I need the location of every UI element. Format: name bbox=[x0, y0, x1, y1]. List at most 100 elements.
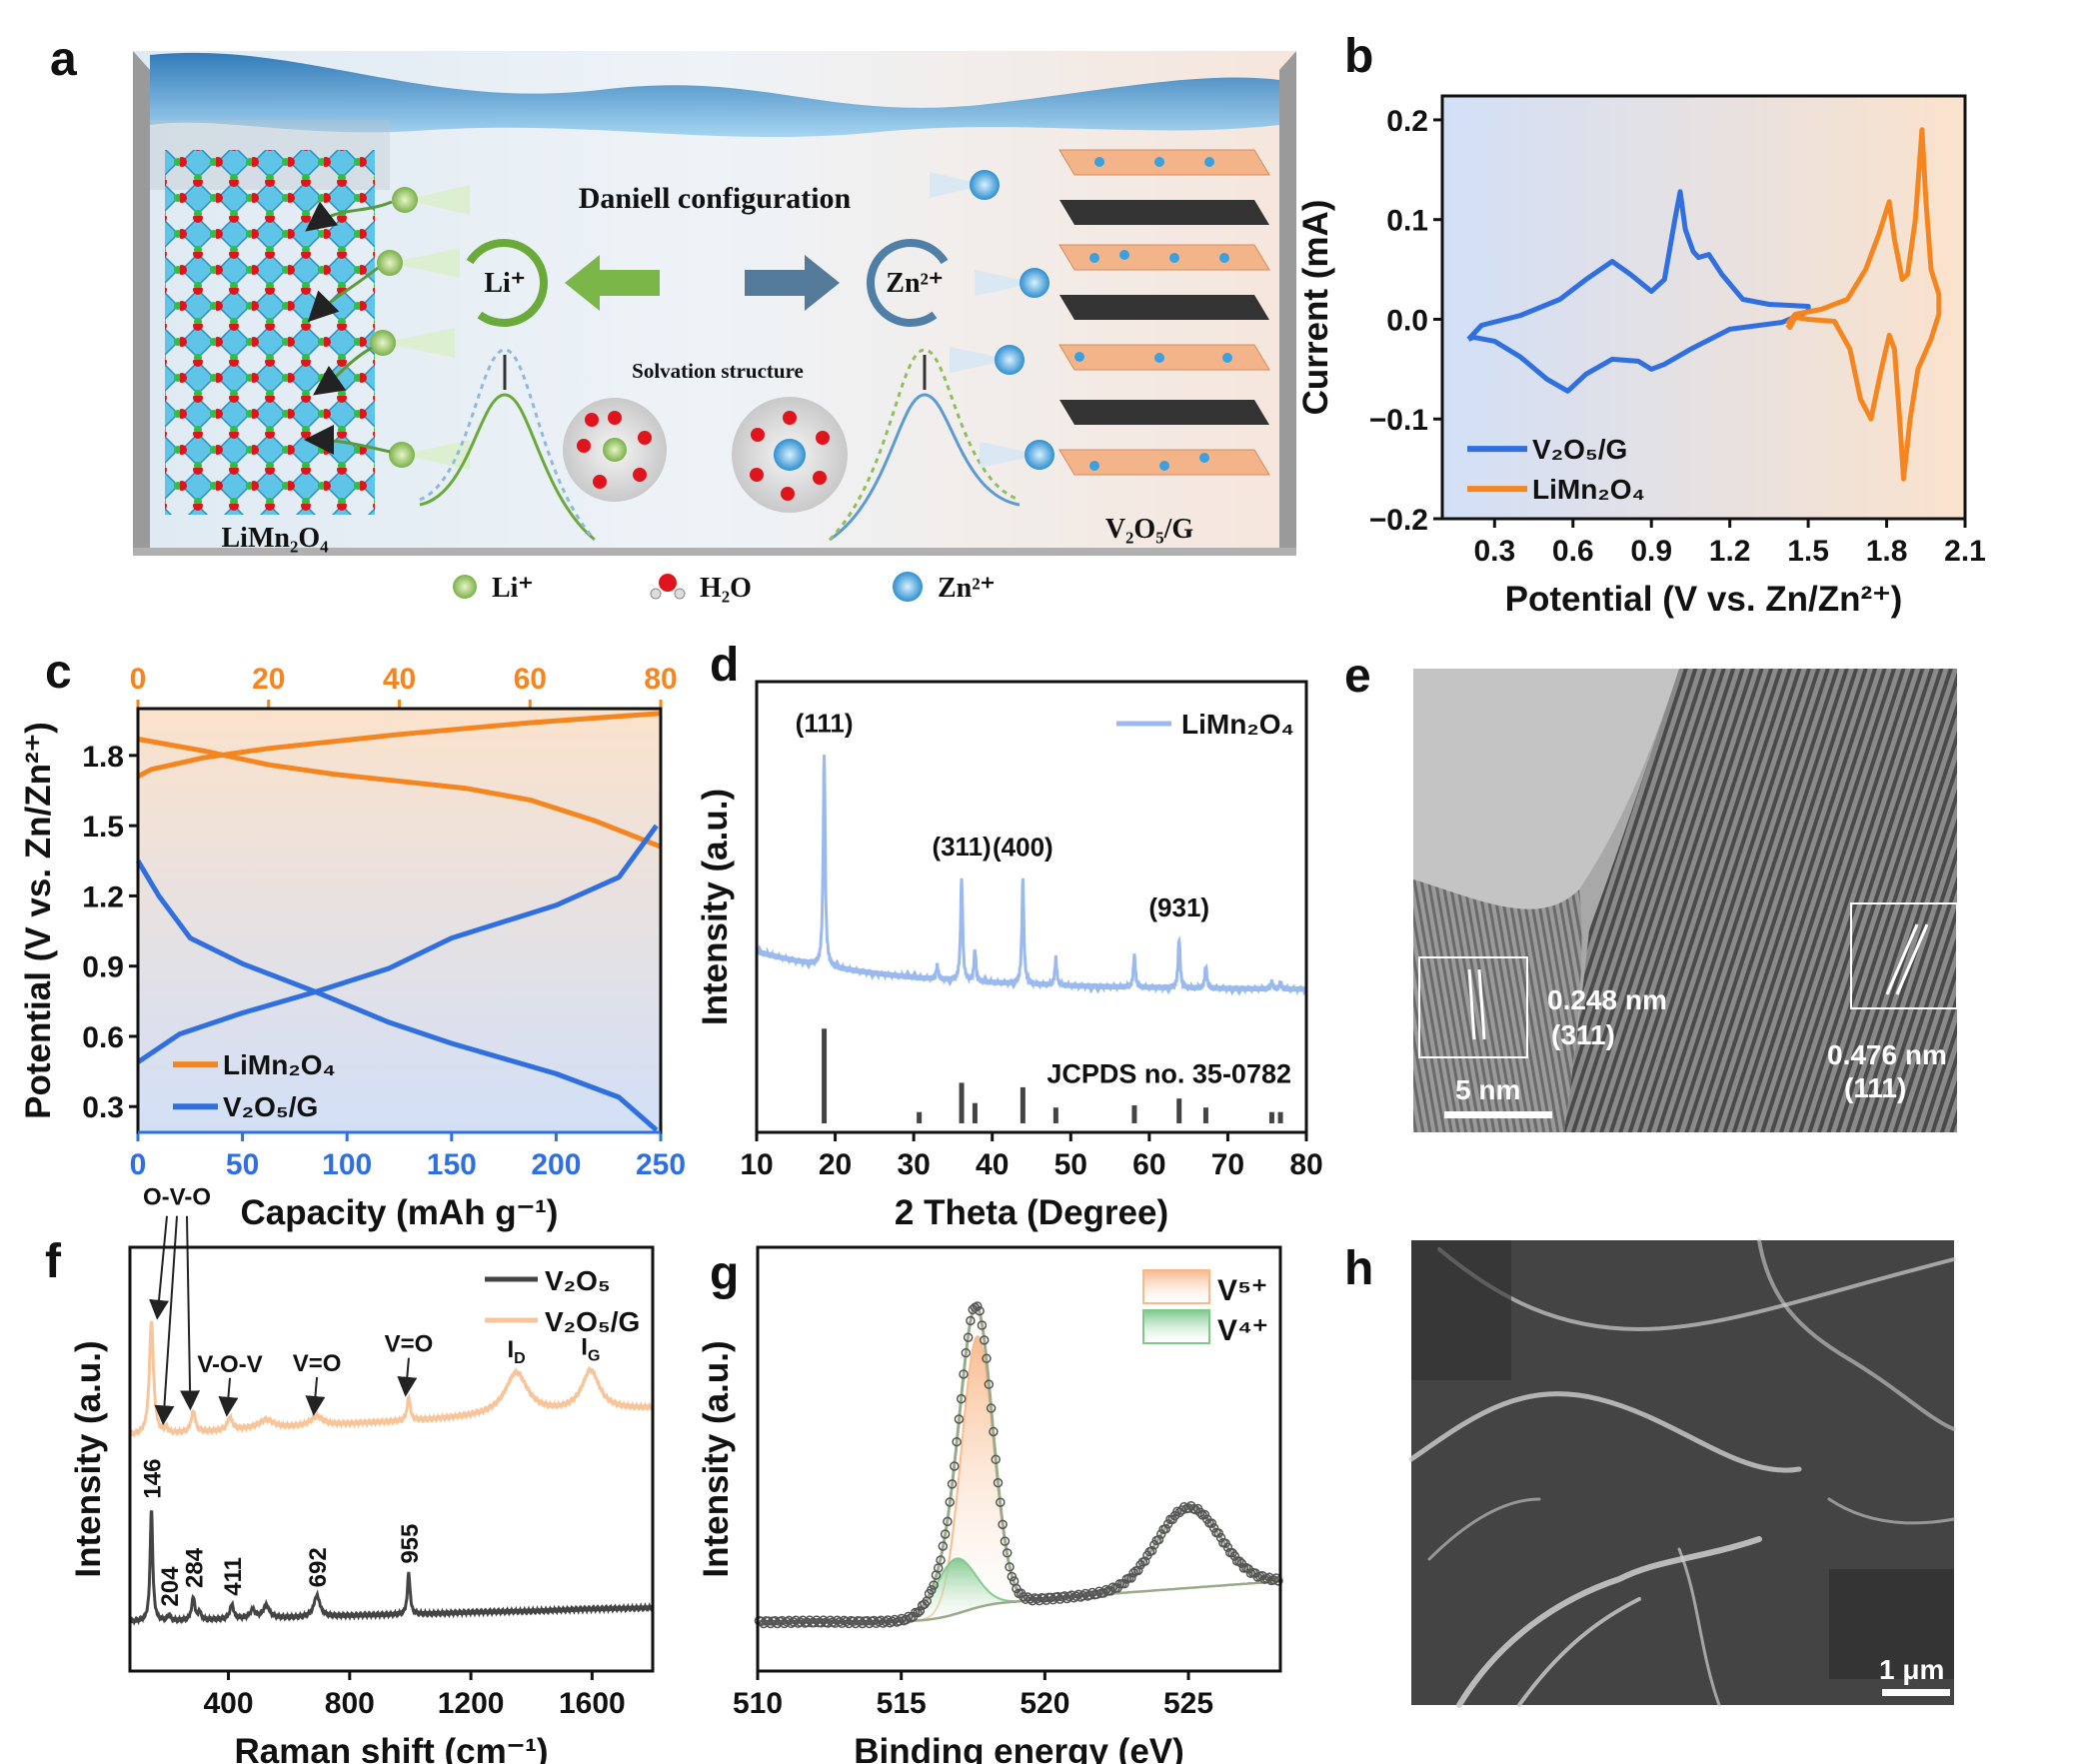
zn-ion-sphere bbox=[995, 345, 1025, 375]
y-axis-title: Intensity (a.u.) bbox=[696, 789, 735, 1025]
data-point bbox=[1007, 1571, 1018, 1582]
data-point bbox=[1084, 1590, 1095, 1600]
data-point bbox=[1126, 1573, 1136, 1583]
schematic-legend: Li⁺ H₂O Zn²⁺ bbox=[453, 572, 995, 604]
plot-frame bbox=[128, 1245, 655, 1673]
data-point bbox=[936, 1555, 946, 1565]
series-line bbox=[1466, 189, 1811, 394]
li-path-arrow bbox=[305, 200, 393, 232]
peak-label: (931) bbox=[1148, 892, 1209, 922]
data-point bbox=[796, 1617, 806, 1627]
series-line bbox=[136, 824, 659, 1064]
x-tick-label: 1.5 bbox=[1787, 535, 1829, 568]
x-tick-label: 800 bbox=[325, 1687, 375, 1720]
data-point bbox=[1213, 1528, 1223, 1538]
water-molecules bbox=[750, 411, 830, 501]
y-tick-label: 0.0 bbox=[1386, 304, 1428, 337]
data-point bbox=[876, 1615, 887, 1626]
data-point bbox=[1155, 1529, 1166, 1539]
peak-label: 146 bbox=[140, 1459, 167, 1499]
data-point bbox=[1128, 1567, 1138, 1578]
cycle-arrow-icon bbox=[466, 239, 549, 328]
raman-chart: 400 800 1200 1600 Raman shift (cm⁻¹) Intensit… bbox=[69, 1184, 655, 1764]
gcd-chart: 0 50 100 150 200 2500.30.60.91.21.51.8Capacit… bbox=[19, 663, 686, 1232]
data-point bbox=[805, 1615, 815, 1625]
daniell-schematic: Daniell configuration Li⁺ Zn²⁺ Solvation… bbox=[133, 51, 1296, 556]
zn-ion-sphere bbox=[1025, 440, 1054, 470]
data-point bbox=[842, 1616, 852, 1627]
panel-label-b: b bbox=[1344, 30, 1373, 83]
series-line bbox=[135, 860, 659, 1132]
data-point bbox=[954, 1414, 965, 1424]
hkl-311: (311) bbox=[1551, 1019, 1615, 1050]
data-point bbox=[984, 1379, 995, 1389]
x-tick-label: 70 bbox=[1211, 1148, 1244, 1181]
y-tick-label: 0.9 bbox=[82, 951, 124, 984]
legend-zn: Zn²⁺ bbox=[938, 573, 995, 604]
data-point bbox=[1000, 1536, 1011, 1546]
data-point bbox=[945, 1497, 955, 1507]
data-point bbox=[894, 1616, 905, 1626]
plot-area bbox=[757, 682, 1306, 1132]
water-molecule-icon bbox=[650, 574, 686, 600]
y-tick-label: 0.3 bbox=[82, 1091, 124, 1124]
electrolyte-surface bbox=[150, 52, 1279, 138]
data-point bbox=[777, 1615, 788, 1626]
x-tick-label: 50 bbox=[226, 1148, 259, 1181]
y-tick-label: −0.1 bbox=[1369, 404, 1428, 437]
data-point bbox=[989, 1426, 999, 1437]
data-point bbox=[1039, 1593, 1049, 1603]
li-ion-sphere bbox=[389, 442, 415, 468]
data-point bbox=[1087, 1587, 1097, 1598]
cv-chart: 0.3 0.6 0.9 1.2 1.5 1.8 2.1 −0.2 −0.1 0.0 0.1 0.2 Po… bbox=[1296, 94, 1986, 619]
data-point bbox=[862, 1616, 873, 1626]
data-point bbox=[770, 1616, 781, 1626]
li-desolvation-energy-curve bbox=[419, 348, 597, 542]
li-path-arrow bbox=[313, 346, 373, 396]
x-tick-label: 200 bbox=[531, 1148, 581, 1181]
peak-label: 955 bbox=[397, 1524, 424, 1564]
x-tick-label: 1600 bbox=[559, 1687, 626, 1720]
peak-label: (311) bbox=[932, 832, 991, 862]
data-point bbox=[1178, 1501, 1189, 1512]
data-point bbox=[1059, 1591, 1069, 1601]
data-point bbox=[1052, 1591, 1063, 1602]
peak-label: 411 bbox=[220, 1557, 247, 1596]
data-point bbox=[904, 1611, 914, 1622]
reference-label: JCPDS no. 35-0782 bbox=[1046, 1058, 1291, 1088]
peak-label: (111) bbox=[796, 709, 854, 739]
data-point bbox=[823, 1618, 834, 1628]
legend-swatch bbox=[1142, 1269, 1210, 1304]
data-point bbox=[1273, 1576, 1283, 1586]
data-point bbox=[844, 1618, 854, 1629]
data-point bbox=[812, 1615, 822, 1625]
data-point bbox=[977, 1320, 988, 1330]
li-ion-sphere bbox=[377, 250, 403, 276]
data-point bbox=[1199, 1509, 1210, 1520]
x-tick-label: 515 bbox=[877, 1687, 927, 1720]
data-point bbox=[961, 1347, 972, 1358]
scale-bar bbox=[1882, 1689, 1950, 1696]
y-axis-title: Current (mA) bbox=[1296, 200, 1335, 416]
plot-area bbox=[1442, 96, 1965, 519]
x-tick-label: 0.6 bbox=[1552, 535, 1594, 568]
data-point bbox=[1206, 1518, 1217, 1528]
data-point bbox=[991, 1454, 1001, 1465]
li-glow bbox=[383, 328, 455, 358]
li-solvation-shell bbox=[563, 398, 667, 502]
data-point bbox=[1222, 1542, 1233, 1552]
sem-image: 1 μm bbox=[1408, 1238, 1956, 1708]
data-point bbox=[1093, 1586, 1104, 1597]
x-tick-label: 0 bbox=[130, 1148, 147, 1181]
x2-tick-label: 20 bbox=[252, 663, 285, 696]
panel-label-f: f bbox=[45, 1235, 62, 1288]
data-point bbox=[993, 1477, 1004, 1488]
x2-tick-label: 0 bbox=[130, 663, 147, 696]
data-point bbox=[929, 1580, 939, 1590]
data-point bbox=[1066, 1590, 1076, 1600]
zn-desolvation-energy-curve bbox=[828, 348, 1021, 542]
li-glow bbox=[405, 185, 470, 215]
scale-bar-label: 1 μm bbox=[1879, 1654, 1944, 1685]
annotation-label: O-V-O bbox=[143, 1184, 211, 1211]
x-tick-label: 50 bbox=[1054, 1148, 1087, 1181]
